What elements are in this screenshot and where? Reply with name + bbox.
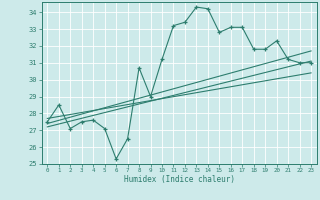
X-axis label: Humidex (Indice chaleur): Humidex (Indice chaleur) xyxy=(124,175,235,184)
